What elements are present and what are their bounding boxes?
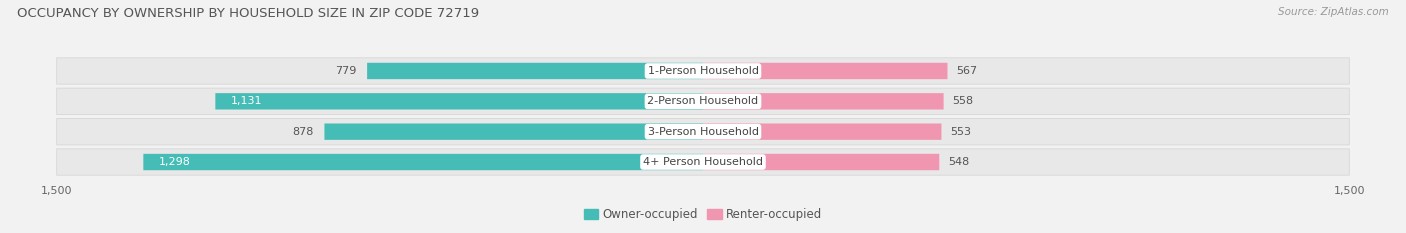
Text: 878: 878	[292, 127, 314, 137]
FancyBboxPatch shape	[703, 154, 939, 170]
Text: 1,298: 1,298	[159, 157, 190, 167]
Text: 548: 548	[948, 157, 969, 167]
FancyBboxPatch shape	[143, 154, 703, 170]
FancyBboxPatch shape	[703, 93, 943, 110]
Text: 567: 567	[956, 66, 977, 76]
FancyBboxPatch shape	[367, 63, 703, 79]
Text: 779: 779	[335, 66, 356, 76]
FancyBboxPatch shape	[56, 88, 1350, 115]
FancyBboxPatch shape	[215, 93, 703, 110]
FancyBboxPatch shape	[325, 123, 703, 140]
Text: 1-Person Household: 1-Person Household	[648, 66, 758, 76]
Text: OCCUPANCY BY OWNERSHIP BY HOUSEHOLD SIZE IN ZIP CODE 72719: OCCUPANCY BY OWNERSHIP BY HOUSEHOLD SIZE…	[17, 7, 479, 20]
Text: 2-Person Household: 2-Person Household	[647, 96, 759, 106]
FancyBboxPatch shape	[56, 57, 1350, 85]
FancyBboxPatch shape	[56, 148, 1350, 176]
Text: 1,131: 1,131	[231, 96, 262, 106]
Text: 558: 558	[952, 96, 973, 106]
FancyBboxPatch shape	[58, 89, 1348, 114]
FancyBboxPatch shape	[58, 149, 1348, 175]
FancyBboxPatch shape	[58, 119, 1348, 144]
FancyBboxPatch shape	[703, 63, 948, 79]
Text: 3-Person Household: 3-Person Household	[648, 127, 758, 137]
Text: 553: 553	[950, 127, 972, 137]
FancyBboxPatch shape	[56, 118, 1350, 145]
FancyBboxPatch shape	[703, 123, 942, 140]
Text: Source: ZipAtlas.com: Source: ZipAtlas.com	[1278, 7, 1389, 17]
Legend: Owner-occupied, Renter-occupied: Owner-occupied, Renter-occupied	[579, 203, 827, 225]
FancyBboxPatch shape	[58, 58, 1348, 84]
Text: 4+ Person Household: 4+ Person Household	[643, 157, 763, 167]
